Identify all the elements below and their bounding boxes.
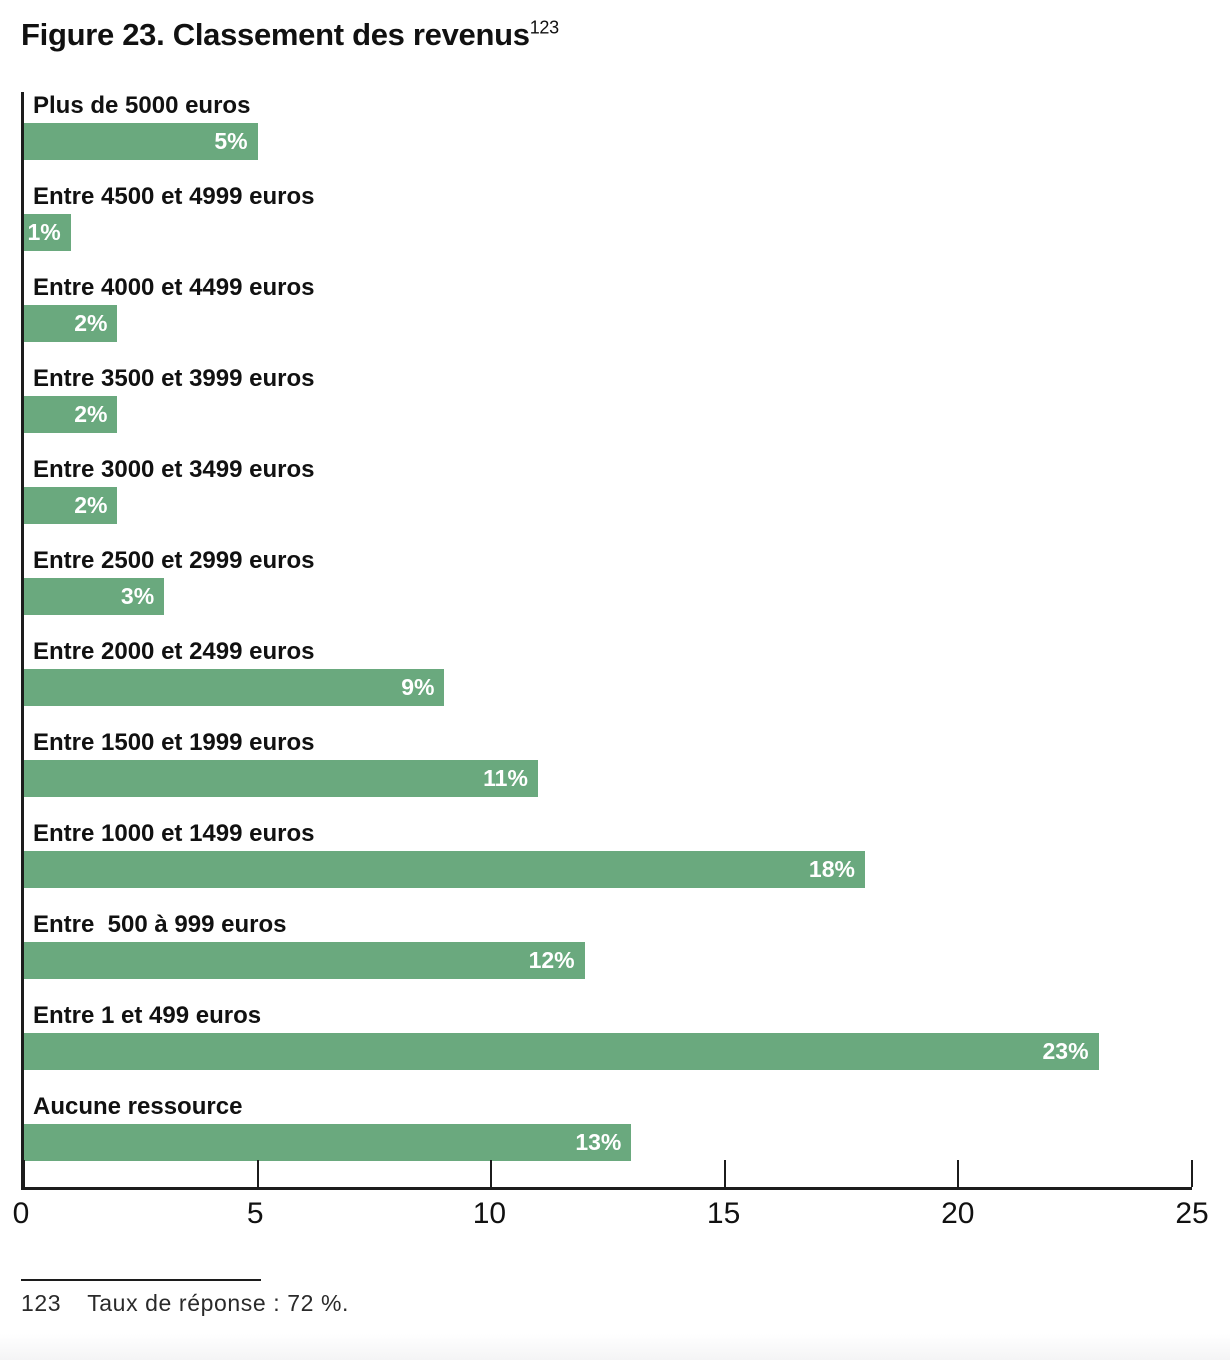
x-axis-tick-label: 10 bbox=[472, 1196, 507, 1230]
x-axis-tick bbox=[1191, 1159, 1193, 1187]
bar-value-label: 9% bbox=[401, 673, 435, 700]
page-bottom-shade bbox=[0, 1334, 1230, 1360]
x-axis-tick-label: 20 bbox=[941, 1196, 975, 1230]
x-axis-tick bbox=[23, 1159, 25, 1187]
footnote-divider bbox=[21, 1278, 261, 1281]
x-axis-tick bbox=[256, 1159, 259, 1187]
bar-row: Plus de 5000 euros 5% bbox=[24, 92, 1192, 183]
footnote-marker: 123 bbox=[21, 1289, 62, 1316]
category-label: Entre 2000 et 2499 euros bbox=[33, 637, 315, 665]
figure-title: Figure 23. Classement des revenus123 bbox=[21, 16, 1230, 55]
category-label: Entre 4000 et 4499 euros bbox=[33, 273, 315, 301]
bar-value-label: 5% bbox=[214, 127, 248, 154]
bar-value-label: 13% bbox=[575, 1128, 622, 1155]
bar-row: Entre 1500 et 1999 euros 11% bbox=[24, 729, 1192, 820]
footnote-text: Taux de réponse : 72 %. bbox=[87, 1289, 350, 1316]
bar-value-label: 1% bbox=[27, 218, 61, 245]
bar-value-label: 12% bbox=[528, 946, 575, 973]
bar: 18% bbox=[24, 850, 865, 888]
bar: 3% bbox=[24, 577, 165, 615]
x-axis-tick-label: 25 bbox=[1175, 1196, 1209, 1230]
bar-row: Aucune ressource 13% bbox=[24, 1093, 1192, 1184]
bar: 2% bbox=[24, 486, 118, 524]
category-label: Entre 2500 et 2999 euros bbox=[33, 546, 315, 574]
bar-value-label: 23% bbox=[1042, 1037, 1089, 1064]
bar-value-label: 2% bbox=[74, 491, 108, 518]
bar-row: Entre 500 à 999 euros 12% bbox=[24, 911, 1192, 1002]
x-axis-tick bbox=[723, 1159, 726, 1187]
footnote: 123 Taux de réponse : 72 %. bbox=[21, 1290, 1230, 1317]
bar: 1% bbox=[24, 213, 71, 251]
bar-row: Entre 3000 et 3499 euros 2% bbox=[24, 456, 1192, 547]
bar-row: Entre 4500 et 4999 euros 1% bbox=[24, 183, 1192, 274]
bar: 2% bbox=[24, 304, 118, 342]
bar: 11% bbox=[24, 759, 538, 797]
bar-row: Entre 1000 et 1499 euros 18% bbox=[24, 820, 1192, 911]
category-label: Entre 4500 et 4999 euros bbox=[33, 182, 315, 210]
x-axis-tick-label: 15 bbox=[706, 1196, 741, 1230]
bar-row: Entre 1 et 499 euros 23% bbox=[24, 1002, 1192, 1093]
x-axis-tick-label: 0 bbox=[12, 1196, 30, 1230]
bar-value-label: 3% bbox=[120, 582, 155, 609]
bar: 23% bbox=[24, 1032, 1099, 1070]
category-label: Entre 1 et 499 euros bbox=[33, 1001, 262, 1029]
category-label: Entre 3500 et 3999 euros bbox=[33, 364, 315, 392]
category-label: Aucune ressource bbox=[33, 1092, 243, 1120]
figure-title-text: Figure 23. Classement des revenus bbox=[21, 17, 530, 52]
category-label: Entre 500 à 999 euros bbox=[33, 910, 287, 938]
category-label: Entre 1000 et 1499 euros bbox=[33, 819, 315, 847]
bar-value-label: 2% bbox=[74, 400, 108, 427]
bar: 9% bbox=[24, 668, 445, 706]
bar-row: Entre 4000 et 4499 euros 2% bbox=[24, 274, 1192, 365]
bar: 12% bbox=[24, 941, 585, 979]
x-axis-tick-labels: 0 5 10 15 20 25 bbox=[13, 1196, 1209, 1233]
bar: 5% bbox=[24, 122, 258, 160]
figure-title-footnote-ref: 123 bbox=[529, 17, 559, 38]
bar-value-label: 18% bbox=[808, 855, 855, 882]
category-label: Entre 1500 et 1999 euros bbox=[33, 728, 315, 756]
bar: 2% bbox=[24, 395, 118, 433]
x-axis-tick bbox=[490, 1159, 493, 1187]
bar-row: Entre 3500 et 3999 euros 2% bbox=[24, 365, 1192, 456]
bar-row: Entre 2000 et 2499 euros 9% bbox=[24, 638, 1192, 729]
bar-chart-plot-area: Plus de 5000 euros 5% Entre 4500 et 4999… bbox=[21, 91, 1193, 1190]
bar-row: Entre 2500 et 2999 euros 3% bbox=[24, 547, 1192, 638]
bar: 13% bbox=[24, 1123, 632, 1161]
bar-value-label: 2% bbox=[74, 309, 108, 336]
x-axis-tick bbox=[957, 1159, 960, 1187]
bar-value-label: 11% bbox=[483, 764, 528, 791]
x-axis-tick-label: 5 bbox=[246, 1196, 264, 1230]
category-label: Entre 3000 et 3499 euros bbox=[33, 455, 315, 483]
category-label: Plus de 5000 euros bbox=[33, 91, 251, 119]
